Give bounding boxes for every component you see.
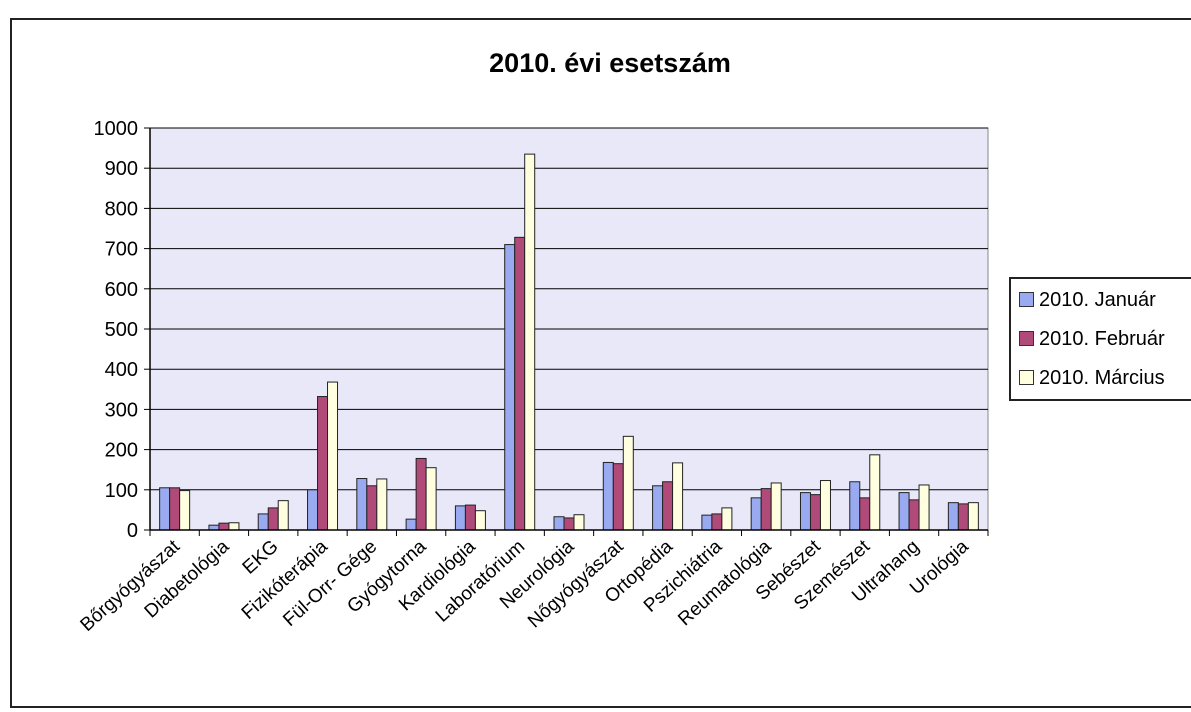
bar-1-3 bbox=[257, 513, 269, 531]
bar-1-16 bbox=[898, 492, 910, 531]
y-tick-label: 500 bbox=[105, 319, 138, 341]
bar-3-6 bbox=[425, 467, 437, 531]
bar-3-3 bbox=[277, 500, 289, 531]
y-tick-label: 600 bbox=[105, 279, 138, 301]
bar-3-16 bbox=[918, 484, 930, 531]
bar-1-5 bbox=[356, 478, 368, 531]
bar-2-1 bbox=[169, 487, 181, 531]
bar-2-4 bbox=[317, 396, 329, 531]
bar-3-14 bbox=[819, 480, 831, 531]
bar-3-11 bbox=[672, 462, 684, 531]
bar-3-13 bbox=[770, 482, 782, 531]
bar-2-16 bbox=[908, 499, 920, 531]
bar-3-7 bbox=[474, 510, 486, 531]
chart-frame bbox=[10, 18, 1191, 708]
y-tick-label: 200 bbox=[105, 440, 138, 462]
bar-1-11 bbox=[652, 485, 664, 531]
bar-2-13 bbox=[760, 488, 772, 531]
bar-2-6 bbox=[415, 457, 427, 531]
bar-2-11 bbox=[662, 481, 674, 531]
bar-1-13 bbox=[750, 497, 762, 531]
y-tick-label: 900 bbox=[105, 158, 138, 180]
bar-2-14 bbox=[809, 494, 821, 531]
bar-1-7 bbox=[454, 505, 466, 531]
bar-3-8 bbox=[524, 153, 536, 531]
bar-2-12 bbox=[711, 513, 723, 531]
bar-3-9 bbox=[573, 514, 585, 531]
y-tick-label: 100 bbox=[105, 480, 138, 502]
bar-3-2 bbox=[228, 522, 240, 531]
legend-label-februar: 2010. Február bbox=[1039, 328, 1165, 350]
legend-item-januar: 2010. Január bbox=[1019, 289, 1156, 312]
legend-label-januar: 2010. Január bbox=[1039, 289, 1156, 311]
bar-1-1 bbox=[159, 487, 171, 531]
bar-1-17 bbox=[947, 502, 959, 531]
bar-3-15 bbox=[869, 454, 881, 531]
legend-swatch-februar bbox=[1019, 331, 1034, 346]
bar-2-8 bbox=[514, 236, 526, 531]
bar-1-14 bbox=[799, 492, 811, 531]
bar-1-10 bbox=[602, 461, 614, 531]
y-tick-label: 0 bbox=[127, 520, 138, 542]
bar-2-2 bbox=[218, 522, 230, 531]
y-tick-label: 700 bbox=[105, 239, 138, 261]
legend: 2010. Január 2010. Február 2010. Március bbox=[1009, 277, 1191, 401]
bar-2-3 bbox=[267, 507, 279, 531]
y-tick-label: 300 bbox=[105, 399, 138, 421]
legend-item-februar: 2010. Február bbox=[1019, 328, 1165, 351]
bar-1-4 bbox=[307, 489, 319, 531]
bar-1-15 bbox=[849, 481, 861, 531]
bar-3-10 bbox=[622, 435, 634, 531]
bar-2-17 bbox=[957, 503, 969, 531]
bar-3-1 bbox=[179, 490, 191, 531]
bar-3-5 bbox=[376, 478, 388, 531]
chart-title: 2010. évi esetszám bbox=[489, 48, 731, 78]
bar-2-9 bbox=[563, 517, 575, 531]
bar-1-9 bbox=[553, 516, 565, 531]
legend-item-marcius: 2010. Március bbox=[1019, 367, 1165, 390]
bar-3-4 bbox=[327, 381, 339, 531]
bar-3-12 bbox=[721, 507, 733, 531]
bar-1-8 bbox=[504, 244, 516, 531]
legend-label-marcius: 2010. Március bbox=[1039, 367, 1165, 389]
bar-2-10 bbox=[612, 463, 624, 531]
y-tick-label: 800 bbox=[105, 198, 138, 220]
bar-2-7 bbox=[464, 504, 476, 531]
legend-swatch-marcius bbox=[1019, 370, 1034, 385]
bar-3-17 bbox=[967, 502, 979, 531]
y-tick-label: 400 bbox=[105, 359, 138, 381]
bar-1-6 bbox=[405, 518, 417, 531]
bar-2-15 bbox=[859, 497, 871, 531]
y-tick-label: 1000 bbox=[94, 118, 139, 140]
category-label: EKG bbox=[239, 536, 283, 578]
bar-2-5 bbox=[366, 485, 378, 531]
bar-1-12 bbox=[701, 514, 713, 531]
legend-swatch-januar bbox=[1019, 292, 1034, 307]
